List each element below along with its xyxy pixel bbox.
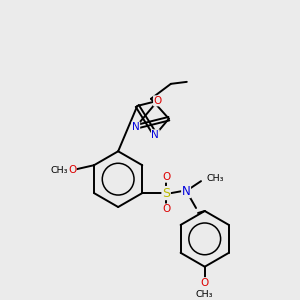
Text: O: O	[154, 96, 162, 106]
Text: CH₃: CH₃	[50, 166, 68, 175]
Text: O: O	[162, 172, 170, 182]
Text: CH₃: CH₃	[196, 290, 214, 299]
Text: N: N	[132, 122, 140, 132]
Text: S: S	[162, 187, 170, 200]
Text: CH₃: CH₃	[207, 174, 224, 183]
Text: O: O	[162, 204, 170, 214]
Text: N: N	[152, 130, 159, 140]
Text: O: O	[68, 165, 76, 175]
Text: O: O	[201, 278, 209, 288]
Text: N: N	[182, 184, 190, 198]
